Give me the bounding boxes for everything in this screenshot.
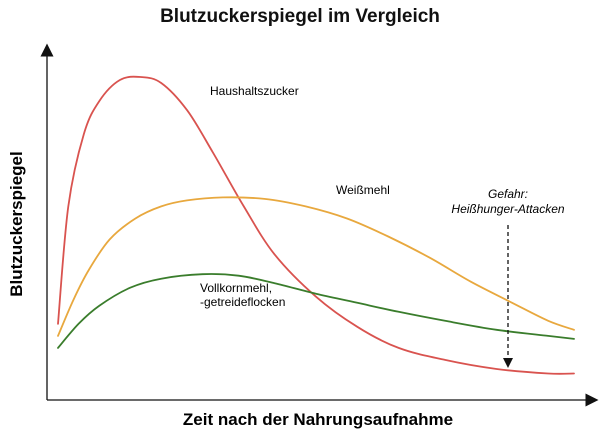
annotation-gefahr-line1: Gefahr: [488, 187, 528, 201]
label-haushaltszucker: Haushaltszucker [210, 84, 299, 98]
series-line-0 [57, 75, 575, 375]
annotation-arrowhead [503, 358, 513, 368]
y-axis-label: Blutzuckerspiegel [7, 151, 26, 297]
series-line-2 [57, 273, 575, 349]
label-weissmehl: Weißmehl [336, 183, 390, 197]
label-vollkorn-line1: Vollkornmehl, [200, 281, 272, 295]
annotation-gefahr-line2: Heißhunger-Attacken [451, 202, 565, 216]
chart-title: Blutzuckerspiegel im Vergleich [160, 6, 440, 27]
series-group [57, 75, 575, 375]
label-vollkorn-line2: -getreideflocken [200, 295, 285, 309]
x-axis-label: Zeit nach der Nahrungsaufnahme [183, 410, 453, 429]
series-line-1 [57, 196, 575, 337]
